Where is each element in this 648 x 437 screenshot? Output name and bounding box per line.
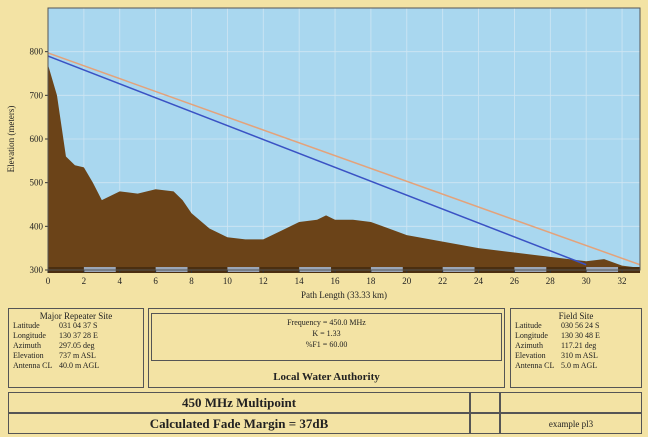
info-label: Azimuth (515, 341, 561, 351)
x-tick-label: 22 (438, 276, 447, 286)
x-tick-label: 28 (546, 276, 556, 286)
x-tick-label: 24 (474, 276, 484, 286)
panel-title: Major Repeater Site (9, 311, 143, 321)
info-label: Longitude (515, 331, 561, 341)
info-value: 5.0 m AGL (561, 361, 597, 371)
info-label: Elevation (515, 351, 561, 361)
info-value: 117.21 deg (561, 341, 596, 351)
info-label: Antenna CL (515, 361, 561, 371)
info-label: Antenna CL (13, 361, 59, 371)
link-name: 450 MHz Multipoint (8, 392, 470, 413)
info-label: Azimuth (13, 341, 59, 351)
x-tick-label: 32 (618, 276, 627, 286)
x-tick-label: 20 (402, 276, 412, 286)
info-value: 130 37 28 E (59, 331, 98, 341)
x-tick-label: 18 (366, 276, 376, 286)
info-value: 737 m ASL (59, 351, 96, 361)
y-tick-label: 300 (30, 265, 44, 275)
x-tick-label: 30 (582, 276, 592, 286)
x-tick-label: 16 (331, 276, 341, 286)
x-tick-label: 4 (118, 276, 123, 286)
info-label: Longitude (13, 331, 59, 341)
y-tick-label: 500 (30, 178, 44, 188)
y-tick-label: 700 (30, 90, 44, 100)
x-tick-label: 2 (82, 276, 87, 286)
x-axis-label: Path Length (33.33 km) (301, 290, 387, 300)
example-label: example pl3 (500, 413, 642, 434)
x-tick-label: 10 (223, 276, 233, 286)
info-value: 40.0 m AGL (59, 361, 99, 371)
x-tick-label: 26 (510, 276, 520, 286)
link-parameter: Frequency = 450.0 MHz (149, 317, 504, 328)
owner: Local Water Authority (149, 371, 504, 383)
info-value: 297.05 deg (59, 341, 95, 351)
info-value: 310 m ASL (561, 351, 598, 361)
info-value: 031 04 37 S (59, 321, 97, 331)
info-label: Latitude (13, 321, 59, 331)
info-value: 130 30 48 E (561, 331, 600, 341)
info-value: 030 56 24 S (561, 321, 599, 331)
profile-chart: Elevation (meters) Path Length (33.33 km… (0, 0, 648, 300)
x-tick-label: 12 (259, 276, 268, 286)
info-label: Elevation (13, 351, 59, 361)
fade-margin: Calculated Fade Margin = 37dB (8, 413, 470, 434)
x-tick-label: 14 (295, 276, 305, 286)
x-tick-label: 0 (46, 276, 51, 286)
link-parameter: %F1 = 60.00 (149, 339, 504, 350)
y-axis-label: Elevation (meters) (6, 106, 16, 173)
y-tick-label: 800 (30, 47, 44, 57)
y-tick-label: 400 (30, 221, 44, 231)
app-window: Elevation (meters) Path Length (33.33 km… (0, 0, 648, 437)
y-tick-label: 600 (30, 134, 44, 144)
panel-title: Field Site (511, 311, 641, 321)
x-tick-label: 6 (153, 276, 158, 286)
info-label: Latitude (515, 321, 561, 331)
x-tick-label: 8 (189, 276, 194, 286)
link-parameter: K = 1.33 (149, 328, 504, 339)
